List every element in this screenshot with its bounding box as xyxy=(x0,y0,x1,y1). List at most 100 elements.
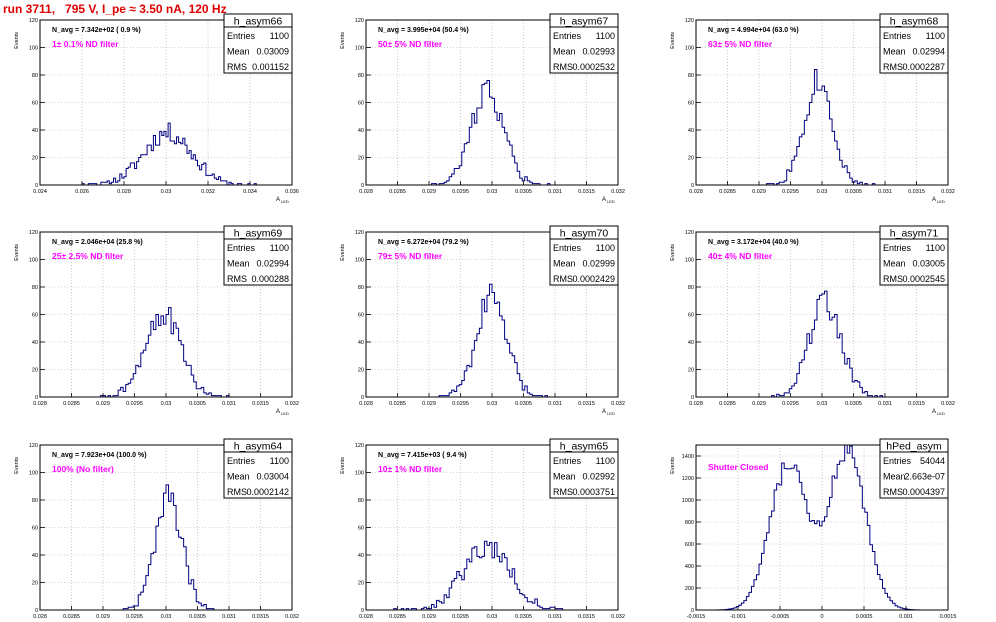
y-axis-label: Events xyxy=(340,244,346,261)
x-tick-label: 0.0285 xyxy=(63,401,80,407)
y-tick-label: 40 xyxy=(358,340,364,346)
stat-label-entries: Entries xyxy=(227,456,256,466)
histogram-name: h_asym67 xyxy=(560,16,609,28)
x-tick-label: 0.028 xyxy=(689,189,703,195)
y-tick-label: 20 xyxy=(358,156,364,162)
stat-label-entries: Entries xyxy=(883,456,912,466)
y-tick-label: 60 xyxy=(688,101,694,107)
x-tick-label: 0.028 xyxy=(689,401,703,407)
x-tick-label: 0.03 xyxy=(487,401,498,407)
histogram-name: h_asym69 xyxy=(234,228,283,240)
y-tick-label: 120 xyxy=(29,230,38,236)
filter-label: Shutter Closed xyxy=(708,462,768,472)
x-tick-label: 0.03 xyxy=(161,189,172,195)
stat-label-mean: Mean xyxy=(227,47,250,57)
y-tick-label: 120 xyxy=(29,443,38,449)
x-tick-label: 0.031 xyxy=(878,401,892,407)
stat-value-rms: 0.001152 xyxy=(252,62,289,72)
x-tick-label: 0.029 xyxy=(752,189,766,195)
stat-label-rms: RMS xyxy=(553,62,573,72)
x-tick-label: 0 xyxy=(820,614,823,620)
stat-label-rms: RMS xyxy=(883,62,903,72)
stat-value-mean: 0.03005 xyxy=(912,259,945,269)
x-tick-label: 0.029 xyxy=(422,401,436,407)
y-tick-label: 0 xyxy=(35,395,38,401)
y-tick-label: 0 xyxy=(691,183,694,189)
stat-label-mean: Mean xyxy=(883,472,906,482)
y-tick-label: 200 xyxy=(685,586,694,592)
x-tick-label: 0.036 xyxy=(285,189,299,195)
x-tick-label: 0.0305 xyxy=(845,401,862,407)
stat-value-rms: 0.0004397 xyxy=(902,487,945,497)
y-tick-label: 60 xyxy=(32,526,38,532)
y-tick-label: 100 xyxy=(29,471,38,477)
x-tick-label: 0.0295 xyxy=(452,401,469,407)
x-tick-label: 0.0285 xyxy=(389,401,406,407)
y-tick-label: 20 xyxy=(688,156,694,162)
filter-label: 1± 0.1% ND filter xyxy=(52,39,119,49)
x-axis-label-sub: LED xyxy=(937,199,945,204)
y-tick-label: 120 xyxy=(355,18,364,24)
x-tick-label: 0.028 xyxy=(33,614,47,620)
stat-label-rms: RMS xyxy=(883,274,903,284)
stat-value-entries: 1100 xyxy=(270,31,289,41)
stat-value-mean: 0.02994 xyxy=(912,47,945,57)
histogram-name: h_asym65 xyxy=(560,441,609,453)
x-tick-label: 0.032 xyxy=(611,189,625,195)
stat-label-entries: Entries xyxy=(553,243,582,253)
stats-box: h_asym69 Entries 1100 Mean 0.02994 RMS 0.00028… xyxy=(223,225,293,286)
y-tick-label: 600 xyxy=(685,542,694,548)
x-tick-label: 0.028 xyxy=(359,401,373,407)
y-axis-label: Events xyxy=(340,32,346,49)
x-tick-label: 0.0295 xyxy=(782,401,799,407)
stats-box-frame xyxy=(879,438,949,499)
y-tick-label: 20 xyxy=(358,581,364,587)
stat-value-mean: 0.02993 xyxy=(582,47,615,57)
stat-label-mean: Mean xyxy=(227,472,250,482)
y-axis-label: Events xyxy=(670,457,676,474)
histogram-line xyxy=(40,122,292,186)
x-axis-label: A xyxy=(276,197,280,203)
x-tick-label: 0.031 xyxy=(878,189,892,195)
stats-box-frame xyxy=(223,225,293,286)
x-axis-label-sub: LED xyxy=(607,411,615,416)
stat-value-entries: 1100 xyxy=(270,243,289,253)
stat-value-entries: 1100 xyxy=(596,243,615,253)
navg-label: N_avg = 7.342e+02 ( 0.9 %) xyxy=(52,27,141,34)
navg-label: N_avg = 4.994e+04 (63.0 %) xyxy=(708,27,799,34)
stat-value-entries: 54044 xyxy=(920,456,945,466)
y-tick-label: 20 xyxy=(32,368,38,374)
x-tick-label: 0.028 xyxy=(117,189,131,195)
histogram-panel-h_asym70: 0.028 0.0285 0.029 0.0295 0.03 0.0305 0.031 0.0… xyxy=(340,225,625,416)
x-tick-label: 0.03 xyxy=(817,189,828,195)
y-tick-label: 80 xyxy=(358,498,364,504)
y-axis-label: Events xyxy=(14,457,20,474)
y-tick-label: 100 xyxy=(29,46,38,52)
y-axis-label: Events xyxy=(340,457,346,474)
x-tick-label: 0.0305 xyxy=(189,614,206,620)
navg-label: N_avg = 7.923e+04 (100.0 %) xyxy=(52,452,147,459)
x-tick-label: 0.0295 xyxy=(126,614,143,620)
filter-label: 10± 1% ND filter xyxy=(378,464,443,474)
y-tick-label: 0 xyxy=(361,608,364,614)
x-tick-label: 0.029 xyxy=(422,614,436,620)
histogram-line xyxy=(366,540,618,611)
stat-value-entries: 1100 xyxy=(926,243,945,253)
histogram-name: h_asym66 xyxy=(234,16,283,28)
stat-label-rms: RMS xyxy=(553,487,573,497)
histogram-panel-h_asym65: 0.028 0.0285 0.029 0.0295 0.03 0.0305 0.031 0.0… xyxy=(340,438,625,620)
y-tick-label: 100 xyxy=(355,46,364,52)
y-tick-label: 100 xyxy=(355,258,364,264)
stat-value-entries: 1100 xyxy=(270,456,289,466)
histogram-panel-h_asym67: 0.028 0.0285 0.029 0.0295 0.03 0.0305 0.031 0.0… xyxy=(340,13,625,204)
stat-label-entries: Entries xyxy=(227,243,256,253)
stat-value-mean: 0.03009 xyxy=(256,47,289,57)
x-tick-label: 0.034 xyxy=(243,189,257,195)
x-tick-label: 0.029 xyxy=(96,614,110,620)
x-tick-label: 0.0305 xyxy=(515,189,532,195)
stat-value-mean: 0.02994 xyxy=(256,259,289,269)
stat-label-entries: Entries xyxy=(553,31,582,41)
stat-value-entries: 1100 xyxy=(596,456,615,466)
x-tick-label: 0.032 xyxy=(201,189,215,195)
stat-label-mean: Mean xyxy=(553,259,576,269)
